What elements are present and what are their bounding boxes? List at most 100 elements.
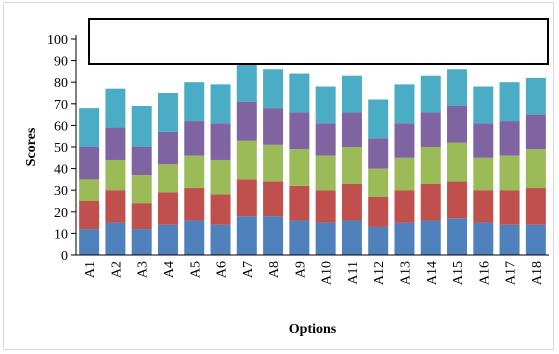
x-tick-label: A1 bbox=[83, 261, 98, 278]
bar-segment-a17-s3 bbox=[499, 155, 520, 191]
bar-segment-a14-s4 bbox=[420, 112, 441, 147]
bar-segment-a15-s2 bbox=[447, 181, 468, 219]
bar-segment-a18-s4 bbox=[525, 114, 546, 150]
bar-segment-a2-s2 bbox=[105, 190, 126, 223]
bar-segment-a16-s2 bbox=[473, 190, 494, 223]
x-tick-label: A11 bbox=[346, 261, 361, 285]
bar-segment-a7-s3 bbox=[236, 140, 257, 180]
x-ticks: A1 A2 A3 A4 A5 A6 A7 A8 A9 A10 A11 A12 A13 A14 A15 A16 A… bbox=[83, 261, 545, 285]
bar-segment-a3-s3 bbox=[131, 175, 152, 204]
bar-segment-a6-s4 bbox=[210, 123, 231, 160]
y-tick-label: 0 bbox=[61, 249, 68, 264]
bar-segment-a16-s3 bbox=[473, 157, 494, 191]
bar-segment-a7-s5 bbox=[236, 60, 257, 102]
bar-segment-a17-s4 bbox=[499, 121, 520, 156]
y-tick-label: 100 bbox=[47, 33, 68, 48]
bar-segment-a13-s4 bbox=[394, 123, 415, 158]
x-tick-label: A8 bbox=[267, 261, 282, 278]
bar-segment-a2-s1 bbox=[105, 222, 126, 255]
x-tick-label: A14 bbox=[425, 261, 440, 285]
bar-segment-a2-s4 bbox=[105, 127, 126, 160]
bar-segment-a5-s4 bbox=[184, 121, 205, 156]
bar-segment-a17-s2 bbox=[499, 190, 520, 225]
bar-segment-a10-s2 bbox=[315, 190, 336, 223]
bar-segment-a15-s1 bbox=[447, 218, 468, 255]
bar-segment-a6-s1 bbox=[210, 224, 231, 255]
x-axis-title: Options bbox=[289, 322, 337, 337]
bar-segment-a7-s2 bbox=[236, 179, 257, 217]
bar-segment-a10-s1 bbox=[315, 222, 336, 255]
bar-segment-a11-s4 bbox=[341, 112, 362, 147]
x-tick-label: A18 bbox=[530, 261, 545, 285]
bar-segment-a15-s5 bbox=[447, 69, 468, 106]
bar-segment-a16-s1 bbox=[473, 222, 494, 255]
bar-segment-a17-s1 bbox=[499, 224, 520, 255]
x-tick-label: A12 bbox=[372, 261, 387, 285]
x-tick-label: A17 bbox=[504, 261, 519, 285]
bar-segment-a17-s5 bbox=[499, 82, 520, 122]
bar-segment-a8-s4 bbox=[263, 108, 284, 145]
bar-segment-a4-s4 bbox=[157, 131, 178, 165]
bar-segment-a6-s3 bbox=[210, 159, 231, 195]
bar-segment-a9-s4 bbox=[289, 112, 310, 150]
bar-segment-a4-s3 bbox=[157, 164, 178, 193]
bar-segment-a1-s1 bbox=[79, 229, 100, 255]
x-tick-label: A6 bbox=[215, 261, 230, 278]
bar-segment-a14-s5 bbox=[420, 75, 441, 113]
y-ticks: 0 10 20 30 40 50 60 70 80 90 100 bbox=[47, 33, 76, 264]
bar-segment-a3-s4 bbox=[131, 147, 152, 176]
bar-segment-a14-s1 bbox=[420, 220, 441, 255]
bar-segment-a12-s4 bbox=[368, 138, 389, 169]
bar-segment-a8-s1 bbox=[263, 216, 284, 255]
x-tick-label: A13 bbox=[398, 261, 413, 285]
bar-segment-a10-s4 bbox=[315, 123, 336, 156]
bar-segment-a9-s5 bbox=[289, 73, 310, 113]
bar-segment-a18-s3 bbox=[525, 149, 546, 189]
bar-segment-a13-s2 bbox=[394, 190, 415, 223]
bar-segment-a2-s3 bbox=[105, 159, 126, 191]
bar-segment-a8-s3 bbox=[263, 144, 284, 182]
bar-segment-a5-s5 bbox=[184, 82, 205, 122]
bar-segment-a2-s5 bbox=[105, 88, 126, 128]
legend-box bbox=[88, 18, 549, 65]
bar-segment-a18-s1 bbox=[525, 224, 546, 255]
bar-segment-a9-s3 bbox=[289, 149, 310, 186]
bar-segment-a4-s1 bbox=[157, 224, 178, 255]
y-tick-label: 10 bbox=[54, 227, 68, 242]
bar-segment-a4-s2 bbox=[157, 192, 178, 225]
x-tick-label: A15 bbox=[451, 261, 466, 285]
bar-segment-a10-s3 bbox=[315, 155, 336, 191]
bar-segment-a7-s1 bbox=[236, 216, 257, 255]
x-tick-label: A5 bbox=[188, 261, 203, 278]
bar-segment-a13-s1 bbox=[394, 222, 415, 255]
x-tick-label: A7 bbox=[241, 261, 256, 278]
x-tick-label: A10 bbox=[320, 261, 335, 285]
bar-segment-a10-s5 bbox=[315, 86, 336, 124]
x-tick-label: A4 bbox=[162, 261, 177, 278]
bar-segment-a1-s3 bbox=[79, 179, 100, 201]
y-tick-label: 40 bbox=[54, 163, 68, 178]
bar-segment-a5-s3 bbox=[184, 155, 205, 189]
bar-segment-a6-s2 bbox=[210, 194, 231, 225]
bar-segment-a12-s3 bbox=[368, 168, 389, 197]
x-tick-label: A9 bbox=[293, 261, 308, 278]
bar-segment-a9-s1 bbox=[289, 220, 310, 255]
bar-segment-a18-s5 bbox=[525, 77, 546, 115]
bar-segment-a1-s2 bbox=[79, 201, 100, 230]
bar-segment-a18-s2 bbox=[525, 188, 546, 225]
bar-segment-a1-s4 bbox=[79, 147, 100, 180]
bar-segment-a14-s3 bbox=[420, 147, 441, 184]
bar-segment-a15-s4 bbox=[447, 105, 468, 143]
axes-layer bbox=[75, 35, 549, 256]
bar-segment-a1-s5 bbox=[79, 108, 100, 147]
bar-segment-a11-s1 bbox=[341, 220, 362, 255]
bar-segment-a8-s5 bbox=[263, 69, 284, 109]
y-tick-label: 80 bbox=[54, 76, 68, 91]
y-tick-label: 20 bbox=[54, 206, 68, 221]
bar-segment-a3-s5 bbox=[131, 105, 152, 147]
y-tick-label: 30 bbox=[54, 184, 68, 199]
x-tick-label: A3 bbox=[136, 261, 151, 278]
bar-segment-a7-s4 bbox=[236, 101, 257, 141]
bar-segment-a16-s5 bbox=[473, 86, 494, 124]
